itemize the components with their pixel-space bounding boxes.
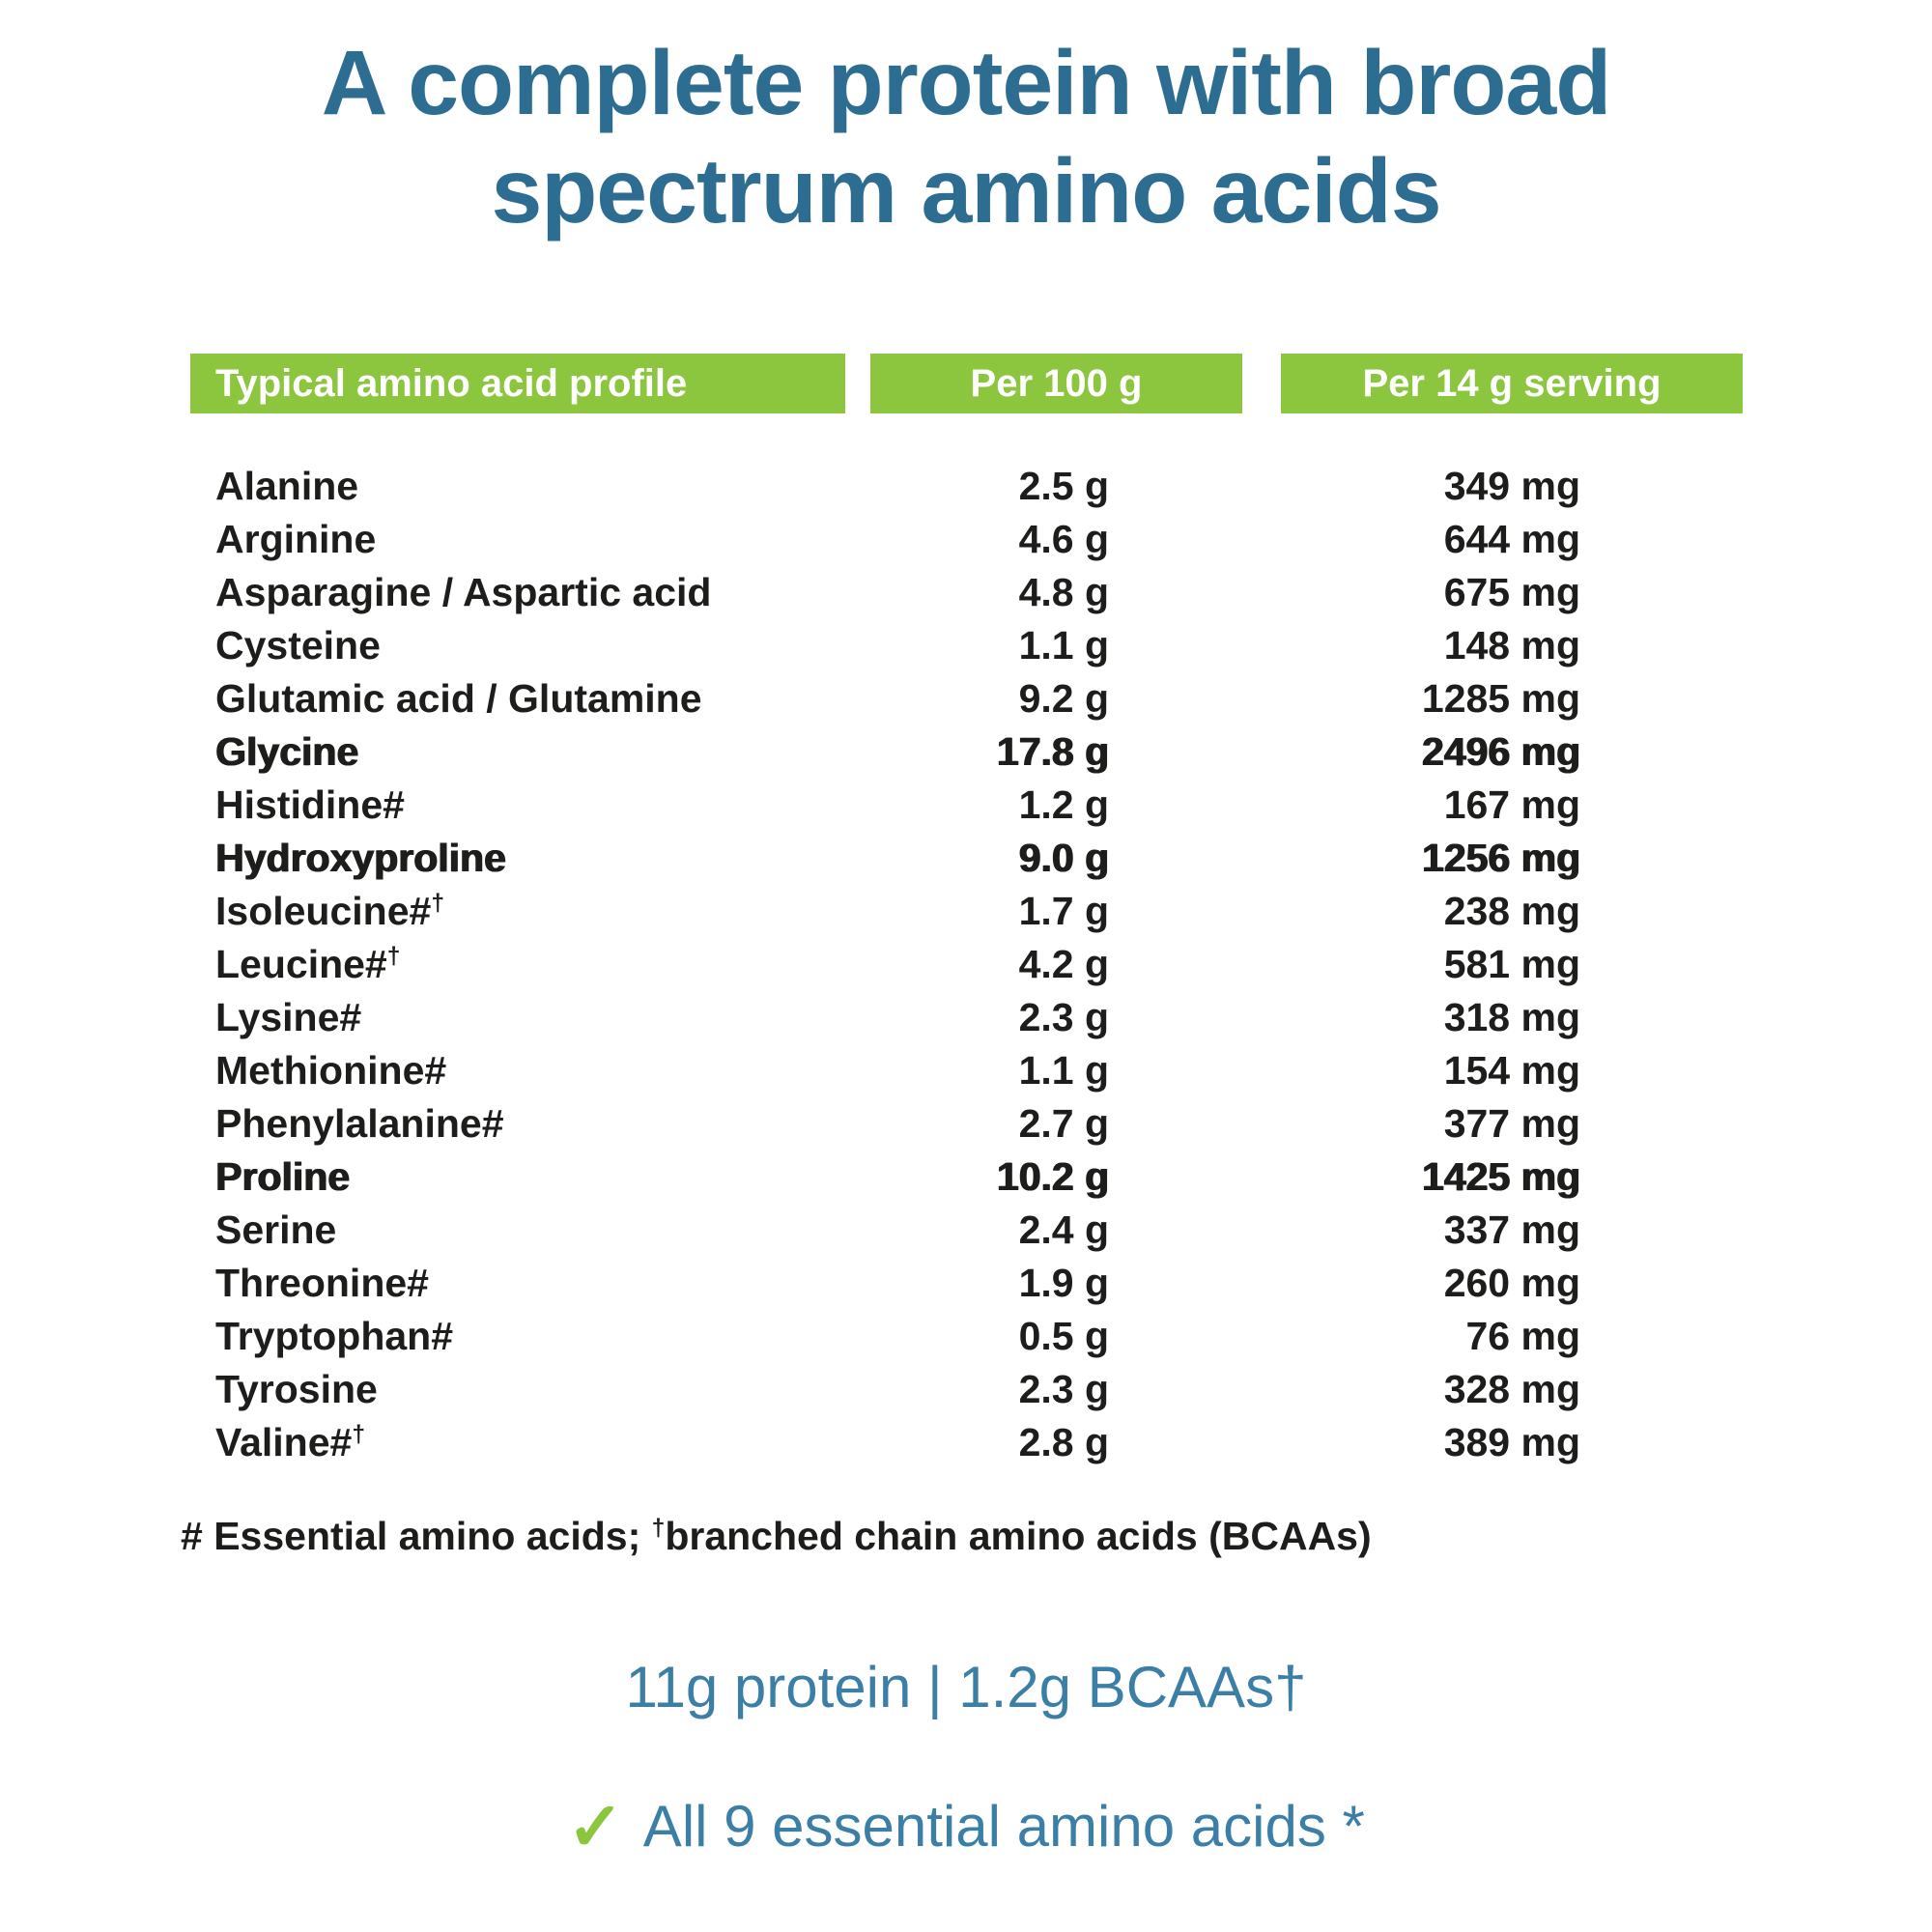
per-14g-serving-value: 260 mg	[1443, 1261, 1580, 1305]
amino-acid-name: Glycine	[215, 729, 359, 774]
protein-bcaa-summary: 11g protein | 1.2g BCAAs†	[625, 1655, 1307, 1719]
per-100g-value: 2.7 g	[1018, 1101, 1109, 1146]
per-14g-serving-value: 167 mg	[1443, 782, 1580, 827]
table-row: Serine 2.4 g 337 mg	[190, 1204, 1743, 1257]
per-14g-serving-value: 581 mg	[1443, 942, 1580, 986]
table-row: Leucine#† 4.2 g 581 mg	[190, 938, 1743, 991]
per-14g-serving-value: 349 mg	[1443, 464, 1580, 508]
per-14g-serving-value: 2496 mg	[1421, 729, 1580, 774]
table-row: Hydroxyproline 9.0 g 1256 mg	[190, 832, 1743, 885]
amino-acid-name: Lysine#	[215, 995, 362, 1039]
table-row: Asparagine / Aspartic acid 4.8 g 675 mg	[190, 566, 1743, 619]
amino-acid-name: Histidine#	[215, 782, 405, 827]
per-100g-value: 4.2 g	[1018, 942, 1109, 986]
per-100g-value: 9.2 g	[1018, 676, 1109, 721]
table-row: Tryptophan# 0.5 g 76 mg	[190, 1310, 1743, 1363]
footnote-dagger: †	[651, 1515, 666, 1542]
amino-acid-name: Isoleucine#†	[215, 889, 445, 933]
column-header-profile: Typical amino acid profile	[190, 354, 845, 413]
amino-acid-name: Leucine#†	[215, 942, 401, 986]
title-line-2: spectrum amino acids	[491, 140, 1441, 243]
page-title: A complete protein with broad spectrum a…	[0, 29, 1932, 245]
amino-acid-name: Tyrosine	[215, 1367, 378, 1411]
table-row: Arginine 4.6 g 644 mg	[190, 513, 1743, 566]
footnote-part-1: # Essential amino acids;	[181, 1514, 652, 1558]
amino-acid-name: Cysteine	[215, 623, 381, 668]
per-14g-serving-value: 318 mg	[1443, 995, 1580, 1039]
amino-acid-name: Arginine	[215, 517, 377, 561]
amino-acid-name: Tryptophan#	[215, 1314, 454, 1358]
per-100g-value: 2.3 g	[1018, 1367, 1109, 1411]
table-row: Valine#† 2.8 g 389 mg	[190, 1416, 1743, 1469]
essential-amino-summary: ✓ All 9 essential amino acids *	[0, 1787, 1932, 1866]
per-100g-value: 4.6 g	[1018, 517, 1109, 561]
table-row: Glycine 17.8 g 2496 mg	[190, 725, 1743, 779]
table-row: Cysteine 1.1 g 148 mg	[190, 619, 1743, 672]
per-100g-value: 2.8 g	[1018, 1420, 1109, 1464]
column-header-per-14g-serving: Per 14 g serving	[1281, 354, 1743, 413]
table-row: Tyrosine 2.3 g 328 mg	[190, 1363, 1743, 1416]
table-row: Proline 10.2 g 1425 mg	[190, 1151, 1743, 1204]
amino-acid-table: Typical amino acid profile Per 100 g Per…	[181, 354, 1743, 1559]
per-14g-serving-value: 1285 mg	[1421, 676, 1580, 721]
table-row: Alanine 2.5 g 349 mg	[190, 460, 1743, 513]
per-100g-value: 1.7 g	[1018, 889, 1109, 933]
table-row: Isoleucine#† 1.7 g 238 mg	[190, 885, 1743, 938]
amino-acid-name: Phenylalanine#	[215, 1101, 504, 1146]
per-14g-serving-value: 389 mg	[1443, 1420, 1580, 1464]
per-14g-serving-value: 377 mg	[1443, 1101, 1580, 1146]
amino-acid-name: Glutamic acid / Glutamine	[215, 676, 702, 721]
per-14g-serving-value: 154 mg	[1443, 1048, 1580, 1093]
footnote-part-2: branched chain amino acids (BCAAs)	[665, 1514, 1372, 1558]
essential-amino-summary-text: All 9 essential amino acids *	[642, 1794, 1365, 1859]
amino-acid-name: Alanine	[215, 464, 359, 508]
column-header-per-100g: Per 100 g	[870, 354, 1242, 413]
per-100g-value: 0.5 g	[1018, 1314, 1109, 1358]
checkmark-icon: ✓	[567, 1789, 624, 1864]
per-14g-serving-value: 1256 mg	[1421, 836, 1580, 880]
per-14g-serving-value: 1425 mg	[1421, 1154, 1580, 1199]
per-14g-serving-value: 76 mg	[1465, 1314, 1581, 1358]
table-row: Lysine# 2.3 g 318 mg	[190, 991, 1743, 1044]
per-14g-serving-value: 148 mg	[1443, 623, 1580, 668]
table-header-row: Typical amino acid profile Per 100 g Per…	[190, 354, 1743, 413]
per-100g-value: 1.1 g	[1018, 623, 1109, 668]
per-100g-value: 1.1 g	[1018, 1048, 1109, 1093]
per-14g-serving-value: 337 mg	[1443, 1208, 1580, 1252]
table-row: Methionine# 1.1 g 154 mg	[190, 1044, 1743, 1097]
table-row: Glutamic acid / Glutamine 9.2 g 1285 mg	[190, 672, 1743, 725]
per-100g-value: 2.3 g	[1018, 995, 1109, 1039]
per-100g-value: 4.8 g	[1018, 570, 1109, 614]
per-14g-serving-value: 675 mg	[1443, 570, 1580, 614]
per-14g-serving-value: 238 mg	[1443, 889, 1580, 933]
amino-acid-name: Hydroxyproline	[215, 836, 506, 880]
table-row: Phenylalanine# 2.7 g 377 mg	[190, 1097, 1743, 1151]
per-100g-value: 10.2 g	[996, 1154, 1109, 1199]
per-100g-value: 9.0 g	[1018, 836, 1109, 880]
amino-acid-name: Serine	[215, 1208, 337, 1252]
per-100g-value: 1.2 g	[1018, 782, 1109, 827]
title-line-1: A complete protein with broad	[321, 32, 1611, 134]
table-row: Threonine# 1.9 g 260 mg	[190, 1257, 1743, 1310]
per-100g-value: 2.5 g	[1018, 464, 1109, 508]
amino-acid-name: Valine#†	[215, 1420, 366, 1464]
amino-acid-name: Asparagine / Aspartic acid	[215, 570, 712, 614]
amino-acid-name: Methionine#	[215, 1048, 447, 1093]
amino-acid-name: Proline	[215, 1154, 350, 1199]
table-footnote: # Essential amino acids; †branched chain…	[181, 1514, 1743, 1559]
per-100g-value: 1.9 g	[1018, 1261, 1109, 1305]
per-14g-serving-value: 644 mg	[1443, 517, 1580, 561]
table-row: Histidine# 1.2 g 167 mg	[190, 779, 1743, 832]
per-100g-value: 2.4 g	[1018, 1208, 1109, 1252]
per-100g-value: 17.8 g	[996, 729, 1109, 774]
table-body: Alanine 2.5 g 349 mg Arginine 4.6 g 644 …	[190, 460, 1743, 1469]
amino-acid-name: Threonine#	[215, 1261, 429, 1305]
per-14g-serving-value: 328 mg	[1443, 1367, 1580, 1411]
